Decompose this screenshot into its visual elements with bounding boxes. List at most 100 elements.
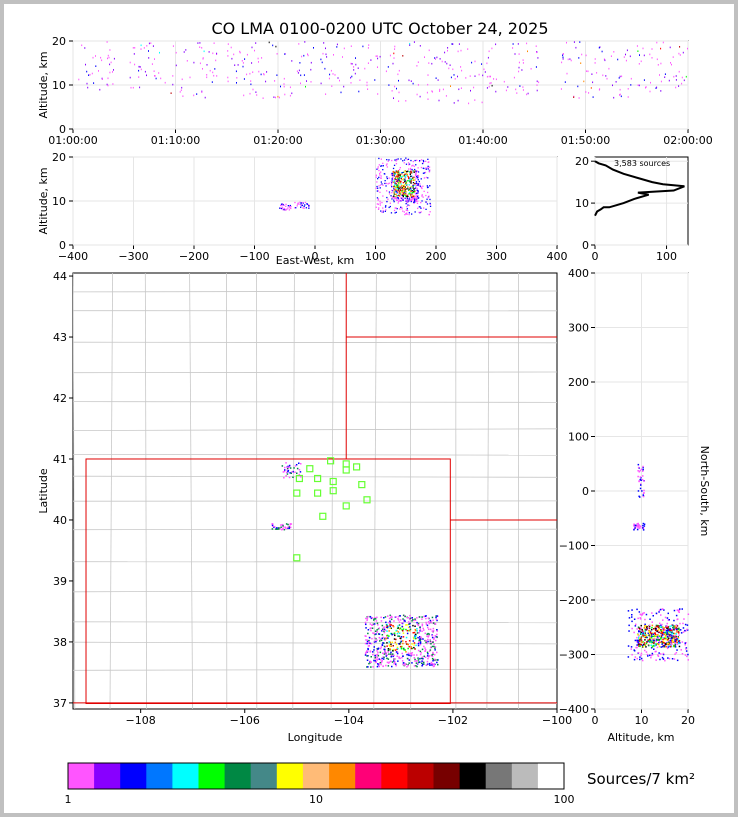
ew-source-point (419, 183, 421, 185)
ew-source-point (404, 180, 406, 182)
map-source-point (419, 650, 422, 653)
map-source-point (400, 636, 403, 638)
map-ytick-label: 42 (53, 392, 67, 405)
time-source-point (594, 58, 596, 60)
time-source-point (153, 70, 155, 72)
ns-source-point (649, 624, 651, 627)
ns-source-point (642, 495, 645, 498)
time-source-point (625, 53, 626, 56)
map-source-point (381, 637, 383, 640)
ew-source-point (379, 200, 381, 202)
ns-source-point (639, 617, 641, 619)
ew-source-point (415, 164, 417, 166)
time-source-point (518, 61, 520, 64)
time-source-point (273, 96, 275, 98)
time-source-point (242, 65, 244, 68)
ns-source-point (642, 470, 644, 472)
ew-source-point (395, 211, 397, 213)
ns-source-point (642, 468, 644, 471)
ew-source-point (390, 182, 393, 185)
ns-source-point (687, 653, 689, 656)
ew-source-point (408, 168, 410, 170)
map-source-point (381, 661, 383, 663)
ew-source-point (380, 177, 382, 179)
ns-source-point (636, 636, 638, 639)
ew-source-point (381, 165, 383, 167)
map-source-point (386, 634, 389, 637)
time-source-point (134, 63, 136, 66)
time-source-point (398, 69, 400, 72)
map-source-point (414, 625, 416, 627)
ew-source-point (395, 198, 397, 200)
ns-source-point (636, 646, 638, 649)
ew-source-point (393, 186, 395, 188)
map-source-point (417, 644, 420, 647)
ns-source-point (656, 646, 659, 649)
map-source-point (393, 620, 395, 622)
time-source-point (154, 75, 156, 77)
ew-source-point (415, 177, 417, 179)
ew-source-point (400, 187, 402, 189)
time-source-point (289, 86, 291, 89)
map-source-point (411, 643, 413, 645)
time-source-point (656, 41, 658, 44)
colorbar-swatch (355, 763, 382, 789)
ns-source-point (678, 627, 680, 630)
map-ytick-label: 40 (53, 514, 67, 527)
station-marker (342, 466, 350, 474)
colorbar-swatch (302, 763, 330, 789)
map-source-point (380, 646, 383, 648)
ns-source-point (660, 630, 663, 632)
ew-source-point (382, 209, 384, 212)
map-source-point (374, 657, 377, 659)
time-source-point (274, 80, 276, 82)
ew-source-point (425, 168, 427, 170)
ns-source-point (640, 627, 642, 629)
ns-source-point (650, 656, 652, 659)
map-source-point (278, 528, 280, 530)
ew-source-point (429, 185, 431, 187)
map-source-point (298, 462, 300, 464)
map-source-point (398, 624, 401, 626)
map-source-point (377, 651, 379, 654)
ns-source-point (645, 642, 648, 645)
ns-source-point (666, 642, 669, 644)
time-source-point (393, 52, 395, 55)
time-source-point (91, 72, 93, 75)
colorbar-tick-label: 1 (65, 793, 72, 806)
ew-source-point (391, 189, 393, 191)
ew-source-point (425, 167, 428, 169)
time-source-point (515, 88, 517, 91)
ns-source-point (646, 653, 649, 656)
time-source-point (78, 78, 80, 81)
ew-source-point (412, 170, 414, 172)
time-source-point (639, 54, 640, 56)
time-source-point (109, 63, 111, 66)
ns-source-point (644, 629, 647, 631)
ew-source-point (422, 162, 425, 164)
ns-source-point (677, 609, 679, 611)
ns-source-point (657, 654, 659, 656)
ns-source-point (650, 640, 653, 642)
ns-source-point (668, 633, 670, 636)
ew-source-point (412, 164, 414, 166)
time-source-point (236, 77, 238, 79)
ns-source-point (656, 630, 658, 633)
ns-source-point (661, 642, 664, 644)
ns-source-point (640, 637, 642, 640)
time-source-point (619, 94, 620, 96)
ns-source-point (650, 632, 653, 635)
ns-source-point (675, 635, 677, 638)
ns-source-point (674, 636, 676, 638)
ns-source-point (678, 634, 680, 636)
ew-source-point (395, 190, 397, 192)
map-source-point (369, 650, 372, 652)
ns-source-point (672, 632, 675, 635)
ew-source-point (413, 197, 415, 199)
map-source-point (378, 627, 380, 629)
time-source-point (175, 51, 177, 54)
map-source-point (435, 616, 437, 619)
map-source-point (393, 658, 396, 660)
ew-source-point (417, 175, 419, 177)
